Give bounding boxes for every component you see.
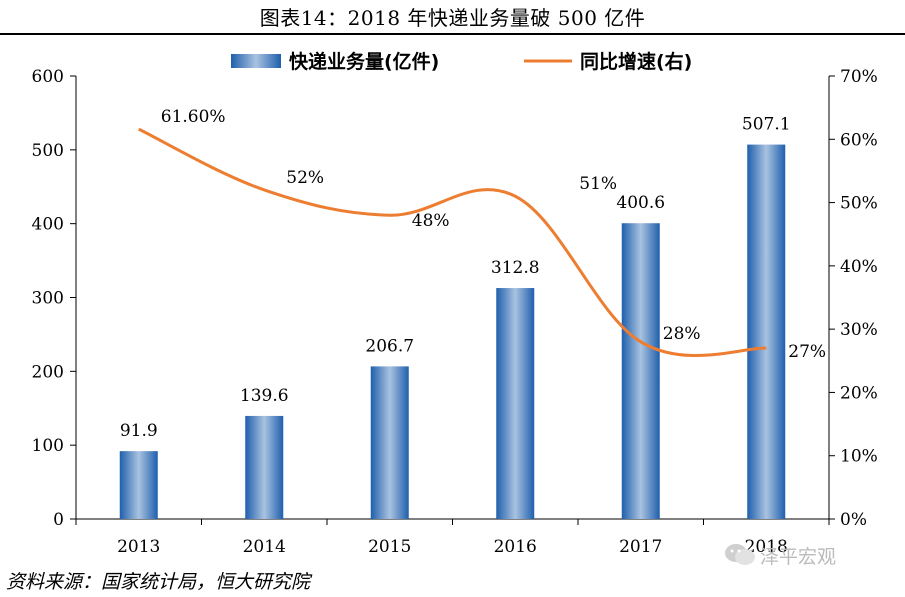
bar-data-label: 91.9	[120, 421, 158, 441]
right-tick-label: 50%	[840, 194, 878, 214]
line-data-label: 61.60%	[161, 107, 226, 127]
bar	[747, 144, 786, 519]
left-tick-label: 500	[32, 141, 64, 161]
legend: 快递业务量(亿件) 同比增速(右)	[231, 50, 692, 73]
right-tick-label: 10%	[840, 447, 878, 467]
title-rule	[0, 33, 905, 35]
bars	[119, 144, 786, 519]
legend-bar-swatch	[231, 54, 281, 68]
line-data-label: 27%	[788, 342, 826, 362]
right-tick-label: 0%	[840, 510, 867, 530]
left-tick-label: 400	[32, 215, 64, 235]
left-tick-label: 200	[32, 362, 64, 382]
right-tick-label: 20%	[840, 383, 878, 403]
bar-data-label: 206.7	[365, 336, 414, 356]
bar-data-label: 312.8	[491, 258, 540, 278]
left-tick-label: 100	[32, 436, 64, 456]
right-tick-label: 70%	[840, 67, 878, 87]
right-tick-label: 40%	[840, 257, 878, 277]
figure-title: 图表14：2018 年快递业务量破 500 亿件	[259, 6, 646, 30]
bar-data-label: 507.1	[742, 115, 791, 135]
x-tick-label: 2017	[619, 537, 662, 557]
source-note: 资料来源：国家统计局，恒大研究院	[6, 571, 311, 593]
line-labels: 61.60% 52% 48% 51% 28% 27%	[161, 107, 826, 362]
bar-labels: 91.9 139.6 206.7 312.8 400.6 507.1	[120, 115, 791, 442]
growth-line	[138, 127, 767, 357]
x-tick-label: 2014	[243, 537, 286, 557]
line-data-label: 48%	[412, 211, 450, 231]
axes: 0 100 200 300 400 500 600 0% 10% 20% 30% 40% 50% 60% 7…	[32, 67, 878, 530]
bar-data-label: 400.6	[616, 193, 665, 213]
right-tick-label: 30%	[840, 320, 878, 340]
left-tick-label: 300	[32, 289, 64, 309]
bar	[119, 451, 158, 519]
bar-data-label: 139.6	[240, 386, 289, 406]
right-tick-label: 60%	[840, 130, 878, 150]
left-tick-label: 600	[32, 67, 64, 87]
watermark: 泽平宏观	[760, 546, 837, 568]
line-series	[138, 127, 767, 357]
bar	[245, 415, 284, 519]
legend-line-label: 同比增速(右)	[580, 50, 692, 73]
bar	[621, 223, 660, 519]
bar	[496, 288, 535, 519]
left-tick-label: 0	[53, 510, 64, 530]
line-data-label: 28%	[663, 324, 701, 344]
line-data-label: 52%	[286, 168, 324, 188]
legend-bar-label: 快递业务量(亿件)	[289, 50, 439, 73]
x-tick-label: 2016	[494, 537, 537, 557]
line-data-label: 51%	[579, 174, 617, 194]
x-tick-label: 2013	[117, 537, 160, 557]
x-tick-label: 2015	[368, 537, 411, 557]
wechat-icon	[725, 544, 755, 565]
bar	[370, 366, 409, 519]
x-ticks: 2013 2014 2015 2016 2017 2018	[117, 537, 788, 557]
x-tick-label: 2018	[745, 537, 788, 557]
